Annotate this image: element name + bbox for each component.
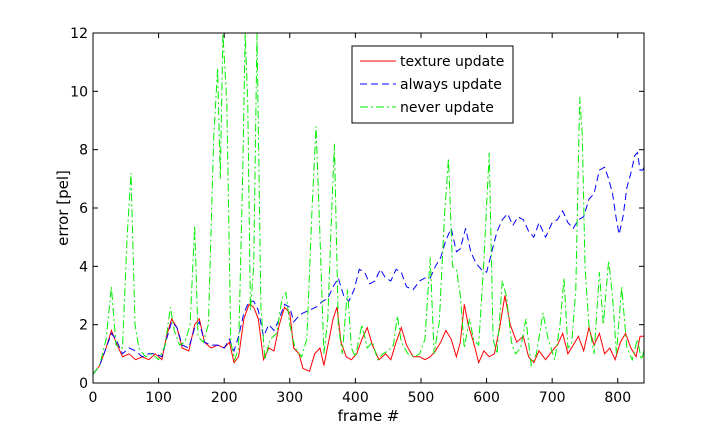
x-axis-label: frame # [338, 407, 400, 425]
x-tick-label: 100 [145, 390, 172, 406]
y-tick-label: 0 [79, 376, 88, 392]
series-line-1 [93, 151, 644, 375]
legend-label-2: never update [400, 100, 494, 116]
x-tick-label: 400 [342, 390, 369, 406]
y-tick-label: 12 [70, 26, 88, 42]
plot-series-group [93, 33, 644, 375]
x-tick-label: 300 [276, 390, 303, 406]
y-tick-label: 10 [70, 84, 88, 100]
series-line-2 [93, 33, 644, 375]
legend-label-0: texture update [400, 54, 504, 70]
legend-box [351, 45, 514, 124]
y-tick-label: 2 [79, 318, 88, 334]
series-line-0 [93, 295, 644, 375]
x-tick-label: 500 [408, 390, 435, 406]
x-tick-label: 200 [211, 390, 238, 406]
x-tick-label: 600 [473, 390, 500, 406]
x-tick-label: 700 [539, 390, 566, 406]
y-tick-label: 4 [79, 259, 88, 275]
legend-label-1: always update [400, 77, 502, 93]
y-tick-label: 6 [79, 201, 88, 217]
y-axis-label: error [pel] [54, 170, 72, 246]
y-tick-label: 8 [79, 143, 88, 159]
x-tick-label: 800 [604, 390, 631, 406]
x-tick-label: 0 [89, 390, 98, 406]
axis-ticks: 0 100 200 300 400 500 600 700 800 0 2 4 6 8 10 12 [70, 26, 644, 406]
legend: texture update always update never update [351, 45, 514, 124]
